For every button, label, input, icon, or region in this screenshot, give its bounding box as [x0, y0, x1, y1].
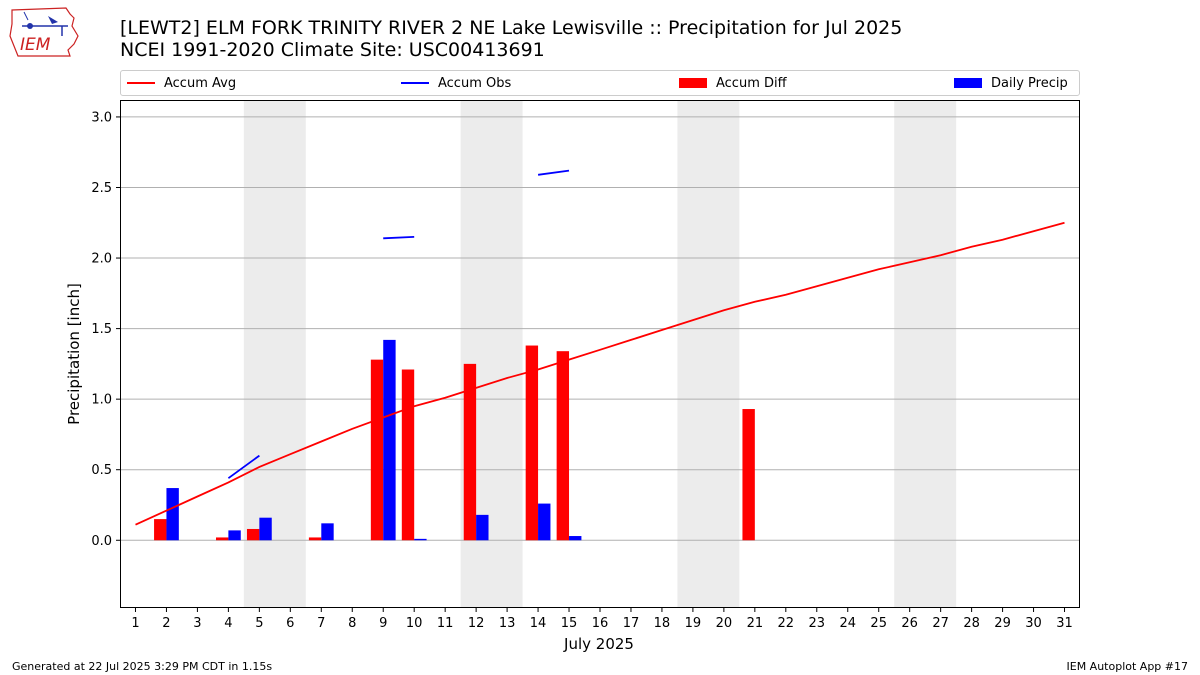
- x-tick-label: 21: [747, 616, 764, 631]
- x-tick-label: 12: [468, 616, 485, 631]
- accum-diff-bar: [308, 537, 322, 541]
- daily-precip-bar: [228, 530, 241, 541]
- y-tick-label: 0.5: [91, 463, 112, 478]
- legend-item-accum-avg: Accum Avg: [127, 71, 236, 95]
- y-tick-label: 2.5: [91, 181, 112, 196]
- x-tick-label: 26: [901, 616, 918, 631]
- x-tick-label: 6: [286, 616, 294, 631]
- x-tick-label: 8: [348, 616, 356, 631]
- lines: [135, 169, 1065, 526]
- x-tick-label: 15: [561, 616, 578, 631]
- daily-precip-bar: [414, 538, 427, 541]
- x-tick-label: 25: [870, 616, 887, 631]
- chart-title: [LEWT2] ELM FORK TRINITY RIVER 2 NE Lake…: [120, 17, 903, 39]
- x-tick-label: 10: [406, 616, 423, 631]
- daily-precip-bar: [321, 523, 334, 541]
- x-tick-label: 3: [193, 616, 201, 631]
- x-tick-label: 30: [1025, 616, 1042, 631]
- x-tick-label: 11: [437, 616, 454, 631]
- legend-label-accum-avg: Accum Avg: [164, 75, 237, 91]
- weekend-shade-3: [677, 100, 740, 608]
- chart-subtitle: NCEI 1991-2020 Climate Site: USC00413691: [120, 39, 545, 61]
- weekend-shade-4: [894, 100, 957, 608]
- x-tick-label: 16: [592, 616, 609, 631]
- generated-note: Generated at 22 Jul 2025 3:29 PM CDT in …: [12, 660, 273, 673]
- x-tick-label: 24: [839, 616, 856, 631]
- y-tick-label: 0.0: [91, 534, 112, 549]
- accum-diff-bar: [742, 409, 755, 541]
- accum-diff-bar: [246, 528, 260, 541]
- daily-precip-bar: [476, 514, 489, 541]
- y-tick-label: 1.5: [91, 322, 112, 337]
- x-tick-label: 23: [809, 616, 826, 631]
- accum-diff-bar: [556, 351, 570, 541]
- legend-item-accum-diff: Accum Diff: [679, 71, 787, 95]
- daily-precip-bar: [569, 536, 582, 541]
- weekend-shading: [243, 100, 957, 608]
- x-tick-label: 13: [499, 616, 516, 631]
- x-tick-label: 17: [623, 616, 640, 631]
- legend-swatch-accum-diff: [679, 78, 707, 88]
- daily-precip-bar: [383, 339, 396, 541]
- iem-logo: IEM: [8, 6, 80, 58]
- x-tick-label: 9: [379, 616, 387, 631]
- x-tick-label: 2: [162, 616, 170, 631]
- x-tick-label: 1: [131, 616, 139, 631]
- daily-precip-bar: [538, 503, 551, 541]
- x-tick-label: 4: [224, 616, 232, 631]
- x-axis-label: July 2025: [563, 635, 634, 653]
- y-tick-label: 3.0: [91, 110, 112, 125]
- y-tick-label: 2.0: [91, 252, 112, 267]
- accum-obs-line: [383, 236, 415, 240]
- legend-label-daily-precip: Daily Precip: [991, 75, 1068, 91]
- daily-precip-bar: [259, 517, 272, 541]
- x-tick-label: 7: [317, 616, 325, 631]
- x-tick-label: 28: [963, 616, 980, 631]
- x-tick-label: 31: [1056, 616, 1073, 631]
- x-tick-label: 20: [716, 616, 733, 631]
- daily-precip-bar: [166, 488, 179, 541]
- legend-label-accum-obs: Accum Obs: [438, 75, 512, 91]
- gridlines: [120, 116, 1080, 541]
- legend-swatch-daily-precip: [954, 78, 982, 88]
- y-axis-label: Precipitation [inch]: [65, 283, 83, 425]
- legend-item-daily-precip: Daily Precip: [954, 71, 1068, 95]
- y-axis-ticks: 0.0 0.5 1.0 1.5 2.0 2.5 3.0: [91, 110, 120, 549]
- legend-swatch-accum-avg: [127, 82, 155, 84]
- accum-obs-line: [227, 454, 260, 479]
- legend-swatch-accum-obs: [401, 82, 429, 84]
- y-tick-label: 1.0: [91, 393, 112, 408]
- x-tick-label: 29: [994, 616, 1011, 631]
- plot-frame: [120, 100, 1080, 608]
- x-tick-label: 14: [530, 616, 547, 631]
- logo-text: IEM: [20, 35, 51, 55]
- legend-item-accum-obs: Accum Obs: [401, 71, 511, 95]
- accum-diff-bar: [525, 345, 539, 541]
- accum-diff-bar: [216, 537, 229, 541]
- accum-diff-bar: [401, 369, 415, 541]
- accum-avg-line: [135, 221, 1065, 526]
- x-tick-label: 18: [654, 616, 671, 631]
- accum-diff-bar: [370, 359, 384, 541]
- x-tick-label: 19: [685, 616, 702, 631]
- legend-label-accum-diff: Accum Diff: [716, 75, 787, 91]
- accum-obs-line: [537, 169, 570, 176]
- x-tick-label: 22: [778, 616, 795, 631]
- bars: [154, 339, 755, 541]
- weekend-shade-1: [243, 100, 306, 608]
- accum-diff-bar: [463, 363, 477, 541]
- chart-legend: Accum Avg Accum Obs Accum Diff Daily Pre…: [120, 70, 1080, 96]
- app-note: IEM Autoplot App #17: [1066, 660, 1189, 673]
- accum-diff-bar: [154, 519, 167, 541]
- x-tick-label: 27: [932, 616, 949, 631]
- x-tick-label: 5: [255, 616, 263, 631]
- x-axis-ticks: 1 2 3 4 5 6 7 8 9 10 11 12 13 14 15 16 17 18 19 20 21 22 23 24 2…: [131, 608, 1073, 631]
